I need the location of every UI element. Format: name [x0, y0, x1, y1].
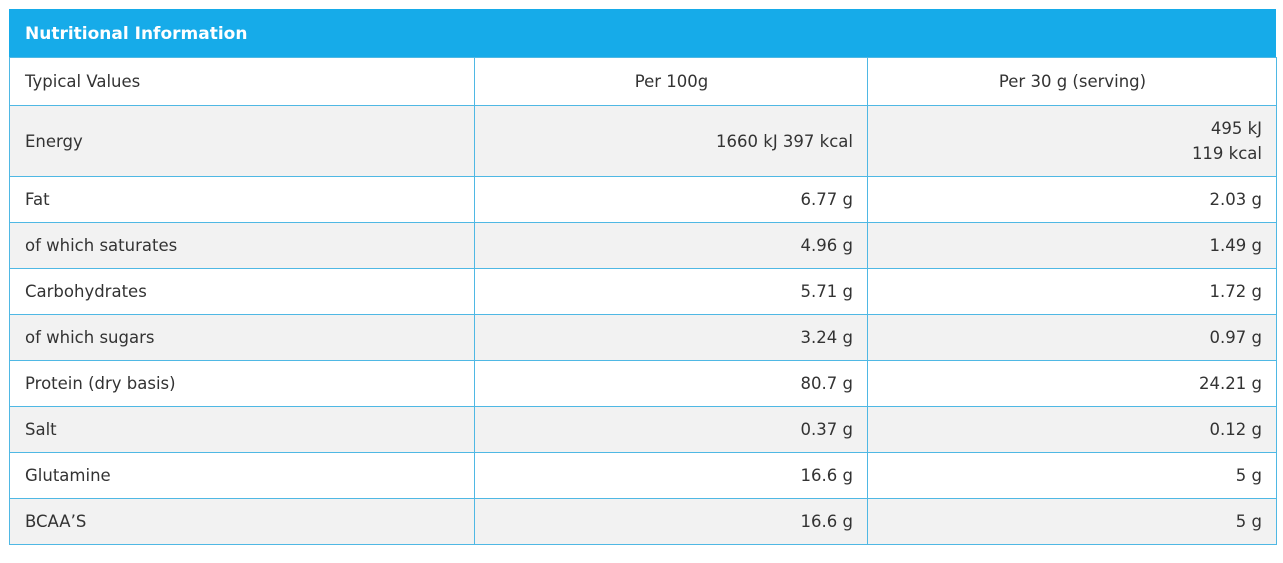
value-cell: 1.49 g — [867, 222, 1277, 269]
nutrient-name: Protein (dry basis) — [9, 360, 475, 407]
value-cell: 495 kJ 119 kcal — [867, 105, 1277, 177]
value-cell: 80.7 g — [474, 360, 868, 407]
header-row: Typical Values Per 100g Per 30 g (serving) — [9, 57, 1277, 106]
nutrient-name: Carbohydrates — [9, 268, 475, 315]
value-line: 495 kJ — [1210, 119, 1262, 138]
value-line: 119 kcal — [1191, 144, 1262, 163]
value-cell: 3.24 g — [474, 314, 868, 361]
nutrient-name: Energy — [9, 105, 475, 177]
value-cell: 1660 kJ 397 kcal — [474, 105, 868, 177]
panel-title: Nutritional Information — [9, 9, 1276, 57]
value-cell: 5 g — [867, 498, 1277, 545]
nutrient-name: Glutamine — [9, 452, 475, 499]
table-body: Energy 1660 kJ 397 kcal 495 kJ 119 kcal Fat 6… — [9, 105, 1277, 545]
value-cell: 16.6 g — [474, 498, 868, 545]
value-cell: 6.77 g — [474, 176, 868, 223]
nutrition-table: Typical Values Per 100g Per 30 g (serving)… — [9, 57, 1277, 545]
column-header: Per 100g — [474, 57, 868, 106]
nutrition-panel: Nutritional Information Typical Values Pe… — [9, 9, 1277, 545]
table-row: Salt 0.37 g 0.12 g — [9, 406, 1277, 453]
table-row: Energy 1660 kJ 397 kcal 495 kJ 119 kcal — [9, 105, 1277, 177]
nutrient-name: of which saturates — [9, 222, 475, 269]
table-row: Fat 6.77 g 2.03 g — [9, 176, 1277, 223]
table-row: Carbohydrates 5.71 g 1.72 g — [9, 268, 1277, 315]
nutrient-name: of which sugars — [9, 314, 475, 361]
value-cell: 16.6 g — [474, 452, 868, 499]
nutrient-name: Salt — [9, 406, 475, 453]
value-cell: 2.03 g — [867, 176, 1277, 223]
nutrient-name: Fat — [9, 176, 475, 223]
value-cell: 4.96 g — [474, 222, 868, 269]
column-header: Per 30 g (serving) — [867, 57, 1277, 106]
table-row: Protein (dry basis) 80.7 g 24.21 g — [9, 360, 1277, 407]
value-cell: 24.21 g — [867, 360, 1277, 407]
nutrient-name: BCAA’S — [9, 498, 475, 545]
value-cell: 0.12 g — [867, 406, 1277, 453]
table-row: of which sugars 3.24 g 0.97 g — [9, 314, 1277, 361]
value-cell: 5.71 g — [474, 268, 868, 315]
column-header: Typical Values — [9, 57, 475, 106]
value-cell: 0.97 g — [867, 314, 1277, 361]
table-row: of which saturates 4.96 g 1.49 g — [9, 222, 1277, 269]
value-cell: 0.37 g — [474, 406, 868, 453]
value-cell: 1.72 g — [867, 268, 1277, 315]
value-cell: 5 g — [867, 452, 1277, 499]
